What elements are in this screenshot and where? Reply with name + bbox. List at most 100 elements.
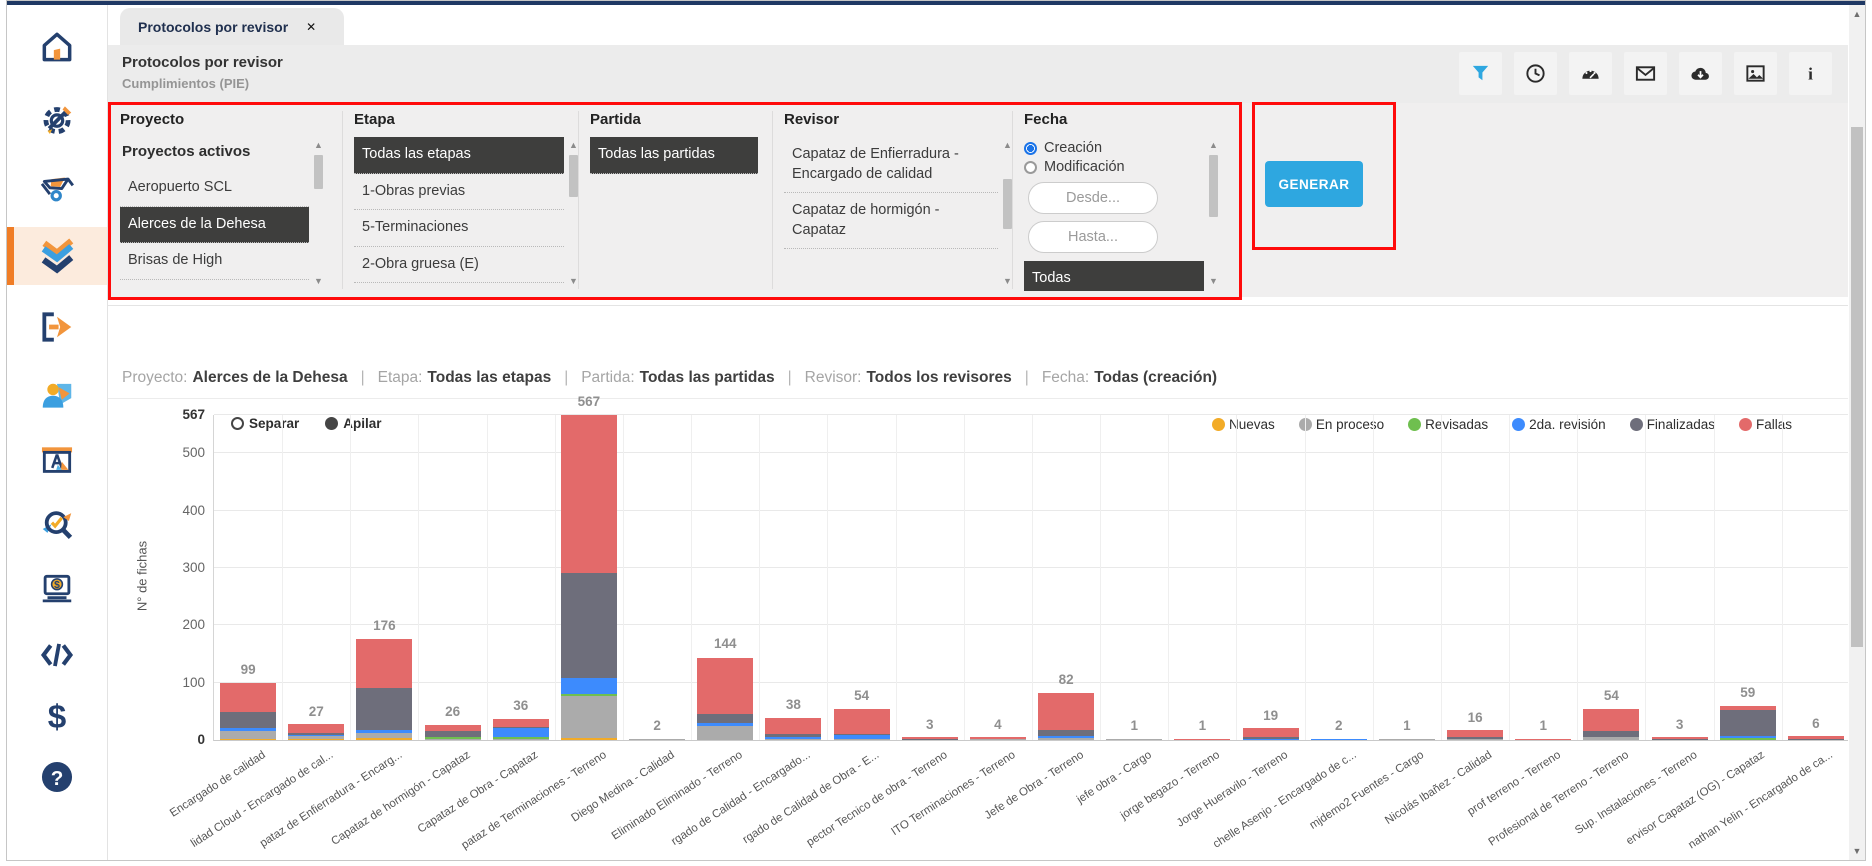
bar-segment bbox=[1583, 730, 1640, 737]
legend-label: 2da. revisión bbox=[1529, 417, 1606, 432]
legend-dot bbox=[1629, 418, 1643, 431]
wheelbarrow-icon bbox=[40, 177, 74, 202]
scroll-down-arrow[interactable]: ▼ bbox=[569, 276, 578, 286]
scroll-up-arrow[interactable]: ▲ bbox=[1003, 140, 1012, 150]
tab-protocolos-por-revisor[interactable]: Protocolos por revisor ✕ bbox=[120, 8, 344, 45]
gridline bbox=[214, 624, 1848, 626]
revisor-item[interactable]: Capataz de Enfierradura - Encargado de c… bbox=[784, 137, 998, 194]
proyecto-item[interactable]: Brisas de High bbox=[120, 243, 309, 280]
bar-segment bbox=[288, 734, 345, 737]
chart-category-cell: 3 bbox=[1646, 415, 1715, 740]
bar-stack bbox=[1787, 735, 1844, 740]
proyecto-item[interactable]: Aeropuerto SCL bbox=[120, 170, 309, 207]
legend-item[interactable]: Fallas bbox=[1738, 417, 1792, 432]
scroll-down-arrow[interactable]: ▼ bbox=[1209, 276, 1218, 286]
bar-segment bbox=[492, 719, 549, 728]
bar-total-label: 4 bbox=[994, 716, 1002, 732]
fecha-desde-button[interactable]: Desde... bbox=[1028, 182, 1158, 214]
bar-segment bbox=[1583, 736, 1640, 740]
scroll-down-arrow[interactable]: ▼ bbox=[1852, 846, 1862, 856]
mode-label: Apilar bbox=[343, 416, 382, 431]
scroll-up-arrow[interactable]: ▲ bbox=[1209, 140, 1218, 150]
info-button[interactable]: i bbox=[1789, 52, 1832, 95]
etapa-item[interactable]: 1-Obras previas bbox=[354, 174, 564, 211]
sidebar-item-users[interactable] bbox=[7, 367, 107, 423]
sidebar-item-payments[interactable]: $ bbox=[7, 561, 107, 617]
sidebar-item-billing[interactable]: $ bbox=[7, 689, 107, 745]
sidebar-item-settings[interactable] bbox=[7, 91, 107, 147]
bar-segment bbox=[1447, 736, 1504, 739]
column-divider bbox=[772, 111, 773, 289]
sidebar-item-export[interactable] bbox=[7, 299, 107, 355]
fecha-item[interactable]: Todas bbox=[1024, 261, 1204, 291]
etapa-item[interactable]: 5-Terminaciones bbox=[354, 210, 564, 247]
dashboard-button[interactable] bbox=[1569, 52, 1612, 95]
chart-category-cell: 2 bbox=[623, 415, 693, 740]
fecha-radio-selected[interactable]: Creación bbox=[1024, 140, 1204, 156]
filter-icon bbox=[1472, 65, 1489, 81]
fecha-radio-option[interactable]: Modificación bbox=[1024, 159, 1204, 175]
etapa-item[interactable]: 2-Obra gruesa (E) bbox=[354, 247, 564, 284]
bar-total-label: 1 bbox=[1403, 718, 1411, 734]
legend-dot bbox=[1408, 418, 1422, 431]
legend-item[interactable]: Nuevas bbox=[1212, 417, 1275, 432]
sidebar-item-home[interactable] bbox=[7, 19, 107, 75]
etapa-label: Etapa bbox=[354, 111, 395, 128]
scroll-up-arrow[interactable]: ▲ bbox=[1852, 9, 1862, 19]
filter-column-etapa: Etapa Todas las etapas 1-Obras previas 5-T… bbox=[354, 111, 580, 291]
page-scroll-thumb[interactable] bbox=[1851, 127, 1863, 647]
chart-mode-apilar[interactable]: Apilar bbox=[325, 416, 382, 431]
radio-icon bbox=[1024, 141, 1037, 155]
legend-dot bbox=[1512, 418, 1526, 431]
scroll-thumb[interactable] bbox=[1209, 155, 1218, 217]
sidebar-item-planning[interactable] bbox=[7, 432, 107, 488]
scroll-down-arrow[interactable]: ▼ bbox=[1003, 276, 1012, 286]
generar-button[interactable]: GENERAR bbox=[1265, 161, 1363, 207]
bar-total-label: 2 bbox=[653, 717, 661, 733]
sidebar-item-inspect[interactable] bbox=[7, 497, 107, 553]
history-button[interactable] bbox=[1514, 52, 1557, 95]
column-divider bbox=[342, 111, 343, 289]
x-tick-label: mjdemo2 Fuentes - Cargo bbox=[1307, 749, 1427, 832]
scroll-up-arrow[interactable]: ▲ bbox=[569, 140, 578, 150]
proyecto-label: Proyecto bbox=[120, 111, 185, 128]
sidebar-item-help[interactable]: ? bbox=[7, 749, 107, 805]
download-button[interactable] bbox=[1679, 52, 1722, 95]
legend-item[interactable]: 2da. revisión bbox=[1512, 417, 1606, 432]
summary-label: Fecha: bbox=[1041, 368, 1090, 386]
tab-close-icon[interactable]: ✕ bbox=[306, 19, 317, 34]
sidebar-item-materials[interactable] bbox=[7, 159, 107, 215]
radio-label: Creación bbox=[1044, 140, 1103, 156]
sidebar-item-code[interactable] bbox=[7, 627, 107, 683]
scroll-thumb[interactable] bbox=[1003, 179, 1012, 229]
revisor-item[interactable]: Capataz de hormigón - Capataz bbox=[784, 193, 998, 250]
bar-segment bbox=[969, 738, 1026, 740]
scroll-thumb[interactable] bbox=[314, 155, 323, 189]
bar-stack bbox=[1174, 738, 1231, 740]
bar-stack bbox=[424, 724, 481, 740]
partida-item[interactable]: Todas las partidas bbox=[590, 137, 758, 174]
chart-mode-separar[interactable]: Separar bbox=[231, 416, 299, 431]
image-export-button[interactable] bbox=[1734, 52, 1777, 95]
x-tick-label: nathan Yelin - Encargado de ca... bbox=[1686, 749, 1836, 852]
sidebar-item-protocols[interactable] bbox=[7, 227, 107, 285]
scroll-down-arrow[interactable]: ▼ bbox=[314, 276, 323, 286]
summary-label: Partida: bbox=[581, 368, 635, 386]
mail-button[interactable] bbox=[1624, 52, 1667, 95]
legend-item[interactable]: Finalizadas bbox=[1629, 417, 1715, 432]
bar-segment bbox=[969, 736, 1026, 739]
gauge-icon bbox=[1582, 70, 1599, 79]
scroll-up-arrow[interactable]: ▲ bbox=[314, 140, 323, 150]
scroll-thumb[interactable] bbox=[569, 155, 578, 197]
chart-category-cell: 16 bbox=[1441, 415, 1511, 740]
bar-segment bbox=[492, 728, 549, 737]
etapa-item[interactable]: Todas las etapas bbox=[354, 137, 564, 174]
page-header: Protocolos por revisor Cumplimientos (PI… bbox=[108, 45, 1848, 103]
legend-item[interactable]: Revisadas bbox=[1408, 417, 1488, 432]
proyecto-item[interactable]: Alerces de la Dehesa bbox=[120, 206, 309, 244]
bar-stack bbox=[697, 657, 754, 740]
x-tick-label: lidad Cloud - Encargado de cal... bbox=[189, 749, 336, 850]
filter-button[interactable] bbox=[1459, 52, 1502, 95]
fecha-hasta-button[interactable]: Hasta... bbox=[1028, 221, 1158, 253]
partida-list: Todas las partidas bbox=[590, 137, 758, 291]
